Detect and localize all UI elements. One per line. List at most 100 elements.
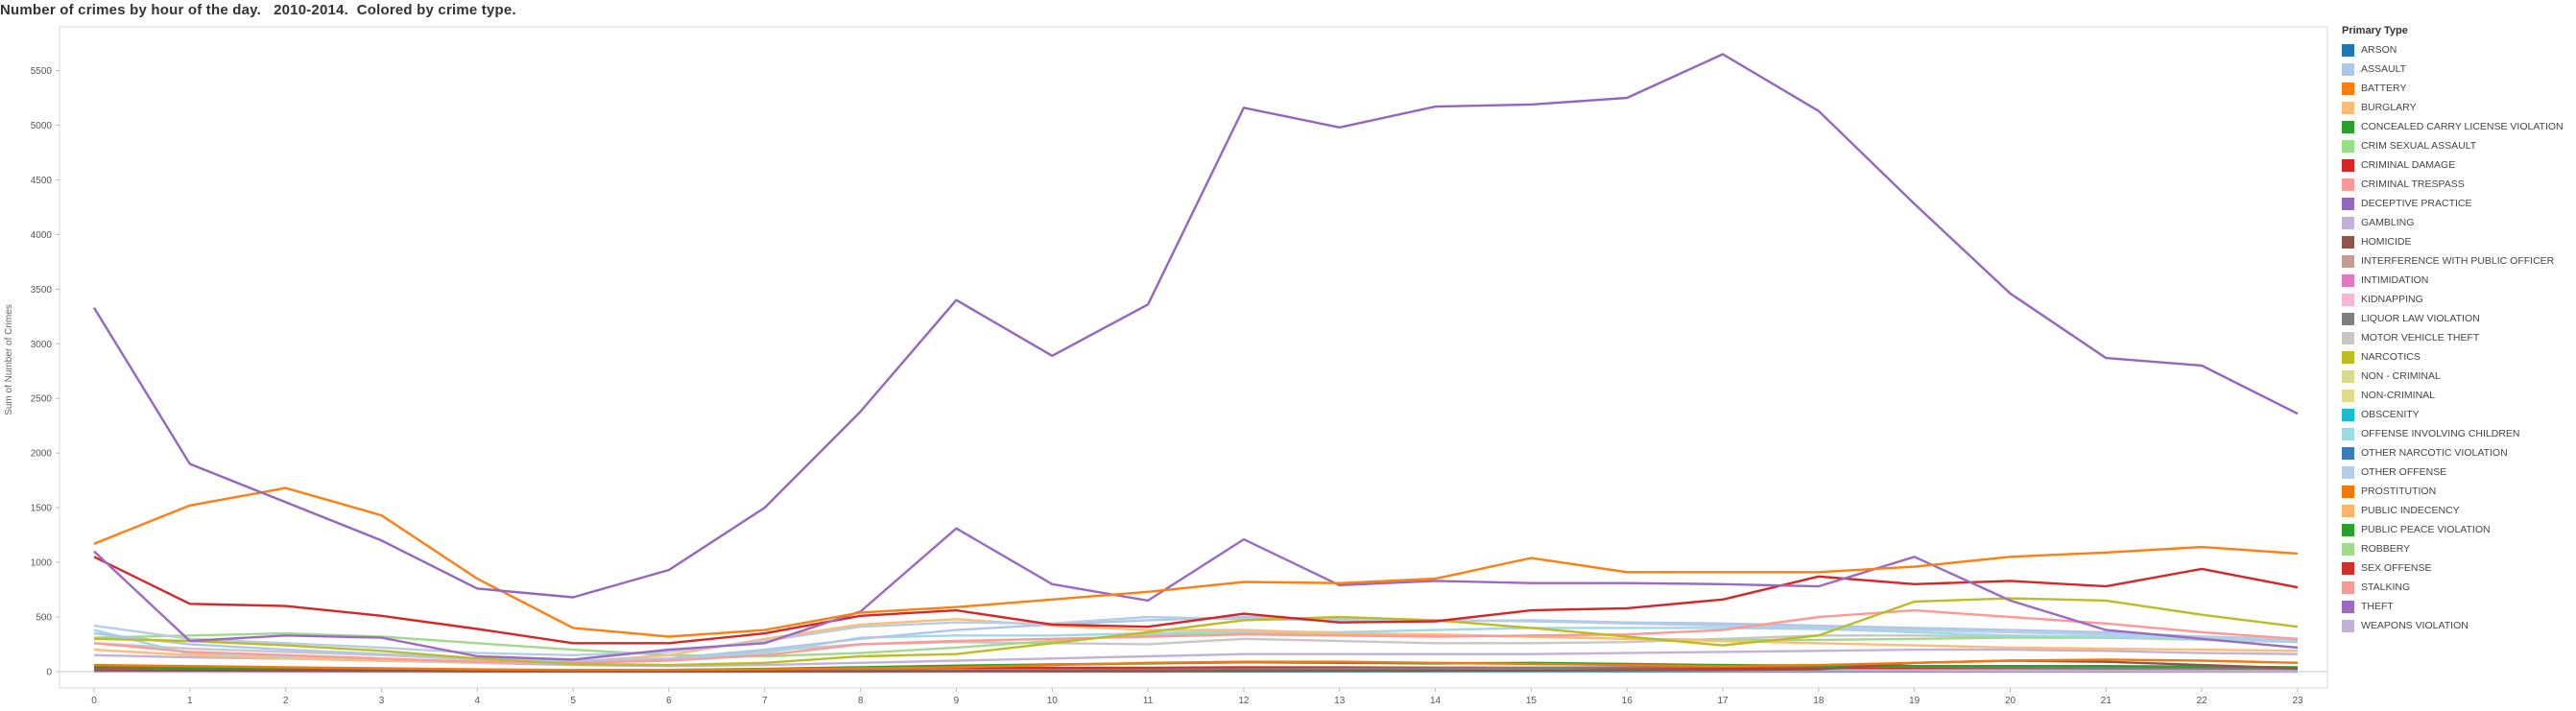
legend-item[interactable]: ROBBERY [2342, 539, 2576, 558]
x-tick-label: 5 [570, 696, 576, 706]
legend-item[interactable]: PUBLIC INDECENCY [2342, 501, 2576, 520]
legend-swatch [2342, 542, 2354, 556]
legend-label: OBSCENITY [2361, 409, 2420, 420]
legend-item[interactable]: CONCEALED CARRY LICENSE VIOLATION [2342, 117, 2576, 136]
legend-item[interactable]: OTHER NARCOTIC VIOLATION [2342, 443, 2576, 462]
legend-swatch [2342, 62, 2354, 76]
legend-item[interactable]: CRIMINAL TRESPASS [2342, 175, 2576, 194]
legend-swatch [2342, 312, 2354, 325]
x-tick-label: 8 [858, 696, 864, 706]
legend-swatch [2342, 178, 2354, 191]
series-line-deceptive-practice [92, 53, 2299, 599]
legend-item[interactable]: NON-CRIMINAL [2342, 386, 2576, 405]
y-tick-label: 500 [36, 612, 52, 623]
legend-label: BURGLARY [2361, 102, 2417, 113]
legend-item[interactable]: INTIMIDATION [2342, 271, 2576, 290]
legend-label: INTIMIDATION [2361, 274, 2429, 286]
legend-label: BATTERY [2361, 83, 2407, 94]
legend-items: ARSON ASSAULT BATTERY BURGLARY CONCEALED CAR… [2342, 40, 2576, 635]
legend-item[interactable]: OFFENSE INVOLVING CHILDREN [2342, 424, 2576, 443]
legend-item[interactable]: THEFT [2342, 597, 2576, 616]
legend-label: PUBLIC PEACE VIOLATION [2361, 524, 2491, 535]
legend-label: DECEPTIVE PRACTICE [2361, 198, 2472, 209]
x-tick-label: 6 [666, 696, 672, 706]
legend-item[interactable]: ASSAULT [2342, 59, 2576, 79]
legend-label: SEX OFFENSE [2361, 562, 2432, 574]
legend-label: ASSAULT [2361, 63, 2407, 75]
x-tick-label: 13 [1334, 696, 1346, 706]
legend-item[interactable]: WEAPONS VIOLATION [2342, 616, 2576, 635]
legend-item[interactable]: KIDNAPPING [2342, 290, 2576, 309]
legend-item[interactable]: STALKING [2342, 578, 2576, 597]
legend-item[interactable]: PUBLIC PEACE VIOLATION [2342, 520, 2576, 539]
legend-label: KIDNAPPING [2361, 294, 2423, 305]
legend-label: THEFT [2361, 601, 2394, 612]
x-tick-label: 4 [475, 696, 481, 706]
legend-item[interactable]: CRIM SEXUAL ASSAULT [2342, 136, 2576, 155]
legend-item[interactable]: SEX OFFENSE [2342, 558, 2576, 578]
legend-label: LIQUOR LAW VIOLATION [2361, 313, 2480, 324]
chart-axes: 0 500 1000 1500 2000 2500 3000 3500 4000 4500 5000… [31, 26, 2328, 706]
x-tick-label: 3 [379, 696, 385, 706]
legend-label: MOTOR VEHICLE THEFT [2361, 332, 2480, 344]
legend-swatch [2342, 273, 2354, 287]
legend-item[interactable]: GAMBLING [2342, 213, 2576, 232]
legend-swatch [2342, 389, 2354, 402]
legend-item[interactable]: PROSTITUTION [2342, 482, 2576, 501]
legend-label: ARSON [2361, 44, 2397, 56]
legend-item[interactable]: MOTOR VEHICLE THEFT [2342, 328, 2576, 347]
x-tick-label: 0 [91, 696, 97, 706]
legend-item[interactable]: OTHER OFFENSE [2342, 462, 2576, 482]
y-axis-title: Sum of Number of Crimes [4, 304, 14, 415]
x-tick-label: 11 [1143, 696, 1154, 706]
x-tick-label: 14 [1430, 696, 1442, 706]
legend-item[interactable]: ARSON [2342, 40, 2576, 59]
y-tick-label: 4500 [31, 176, 53, 186]
legend-swatch [2342, 350, 2354, 364]
y-tick-label: 2500 [31, 394, 53, 405]
legend-item[interactable]: HOMICIDE [2342, 232, 2576, 251]
x-tick-label: 1 [187, 696, 193, 706]
x-tick-label: 22 [2197, 696, 2208, 706]
legend-swatch [2342, 446, 2354, 460]
legend-item[interactable]: NARCOTICS [2342, 347, 2576, 367]
legend-swatch [2342, 254, 2354, 268]
legend-swatch [2342, 331, 2354, 344]
legend-label: PUBLIC INDECENCY [2361, 505, 2460, 516]
y-tick-label: 3000 [31, 340, 53, 350]
legend-label: CRIMINAL DAMAGE [2361, 159, 2456, 171]
legend-swatch [2342, 43, 2354, 57]
legend-swatch [2342, 293, 2354, 306]
legend-swatch [2342, 619, 2354, 632]
x-tick-label: 12 [1238, 696, 1250, 706]
legend-item[interactable]: BURGLARY [2342, 98, 2576, 117]
legend-swatch [2342, 101, 2354, 114]
legend-item[interactable]: DECEPTIVE PRACTICE [2342, 194, 2576, 213]
y-tick-label: 3500 [31, 285, 53, 296]
legend-item[interactable]: LIQUOR LAW VIOLATION [2342, 309, 2576, 328]
legend-swatch [2342, 158, 2354, 172]
series-lines [92, 53, 2299, 674]
y-tick-label: 0 [46, 667, 52, 677]
legend-label: NON - CRIMINAL [2361, 370, 2441, 382]
series-line-prostitution [93, 658, 2299, 672]
legend-label: PROSTITUTION [2361, 486, 2437, 497]
legend-label: NON-CRIMINAL [2361, 390, 2436, 401]
legend-label: OTHER NARCOTIC VIOLATION [2361, 447, 2508, 459]
x-tick-label: 9 [954, 696, 960, 706]
legend-label: CONCEALED CARRY LICENSE VIOLATION [2361, 121, 2564, 132]
legend-item[interactable]: CRIMINAL DAMAGE [2342, 155, 2576, 175]
legend-item[interactable]: INTERFERENCE WITH PUBLIC OFFICER [2342, 251, 2576, 271]
plot-frame [59, 26, 2328, 689]
legend-swatch [2342, 581, 2354, 594]
legend-swatch [2342, 139, 2354, 153]
legend-swatch [2342, 427, 2354, 440]
legend-item[interactable]: BATTERY [2342, 79, 2576, 98]
legend-item[interactable]: NON - CRIMINAL [2342, 367, 2576, 386]
legend-item[interactable]: OBSCENITY [2342, 405, 2576, 424]
legend-label: NARCOTICS [2361, 351, 2421, 363]
x-tick-label: 20 [2005, 696, 2016, 706]
legend-swatch [2342, 216, 2354, 229]
series-line-narcotics [93, 597, 2299, 667]
y-tick-label: 5000 [31, 121, 53, 131]
